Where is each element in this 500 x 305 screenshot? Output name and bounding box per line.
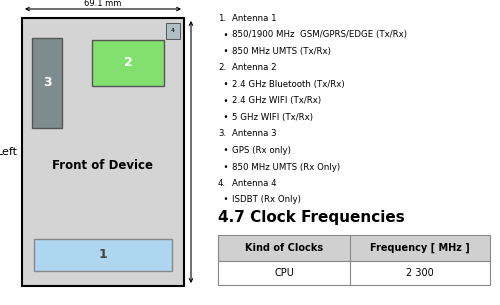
- Text: 5 GHz WIFI (Tx/Rx): 5 GHz WIFI (Tx/Rx): [232, 113, 313, 122]
- Text: Frequency [ MHz ]: Frequency [ MHz ]: [370, 243, 470, 253]
- Text: 850 MHz UMTS (Rx Only): 850 MHz UMTS (Rx Only): [232, 163, 340, 171]
- Text: Antenna 1: Antenna 1: [232, 14, 276, 23]
- Bar: [22, 18, 184, 286]
- Text: Front of Device: Front of Device: [52, 159, 154, 172]
- Bar: [218, 261, 490, 285]
- Bar: [166, 23, 180, 39]
- Text: 850 MHz UMTS (Tx/Rx): 850 MHz UMTS (Tx/Rx): [232, 47, 331, 56]
- Text: ISDBT (Rx Only): ISDBT (Rx Only): [232, 196, 301, 204]
- Text: Kind of Clocks: Kind of Clocks: [245, 243, 323, 253]
- Text: •: •: [218, 163, 228, 171]
- Text: •: •: [218, 146, 228, 155]
- Text: •: •: [218, 96, 228, 106]
- Text: Left: Left: [0, 147, 18, 157]
- Text: 2.4 GHz Bluetooth (Tx/Rx): 2.4 GHz Bluetooth (Tx/Rx): [232, 80, 344, 89]
- Text: •: •: [218, 196, 228, 204]
- Text: 2.4 GHz WIFI (Tx/Rx): 2.4 GHz WIFI (Tx/Rx): [232, 96, 321, 106]
- Text: 2.: 2.: [218, 63, 226, 73]
- Text: Antenna 4: Antenna 4: [232, 179, 276, 188]
- Bar: [218, 235, 490, 261]
- Text: 4.: 4.: [218, 179, 226, 188]
- Text: 1: 1: [98, 249, 108, 261]
- Text: 3: 3: [42, 77, 51, 89]
- Bar: [32, 38, 62, 128]
- Text: CPU: CPU: [274, 268, 294, 278]
- Text: GPS (Rx only): GPS (Rx only): [232, 146, 291, 155]
- Text: 3.: 3.: [218, 130, 226, 138]
- Text: 850/1900 MHz  GSM/GPRS/EDGE (Tx/Rx): 850/1900 MHz GSM/GPRS/EDGE (Tx/Rx): [232, 30, 407, 40]
- Bar: [92, 40, 164, 86]
- Text: •: •: [218, 80, 228, 89]
- Text: •: •: [218, 30, 228, 40]
- Text: 69.1 mm: 69.1 mm: [84, 0, 122, 8]
- Text: Antenna 3: Antenna 3: [232, 130, 276, 138]
- Text: 4.7 Clock Frequencies: 4.7 Clock Frequencies: [218, 210, 405, 225]
- Bar: [34, 239, 172, 271]
- Text: 4: 4: [171, 28, 175, 34]
- Text: Antenna 2: Antenna 2: [232, 63, 276, 73]
- Text: 2 300: 2 300: [406, 268, 434, 278]
- Text: •: •: [218, 47, 228, 56]
- Text: •: •: [218, 113, 228, 122]
- Text: 1.: 1.: [218, 14, 226, 23]
- Text: 2: 2: [124, 56, 132, 70]
